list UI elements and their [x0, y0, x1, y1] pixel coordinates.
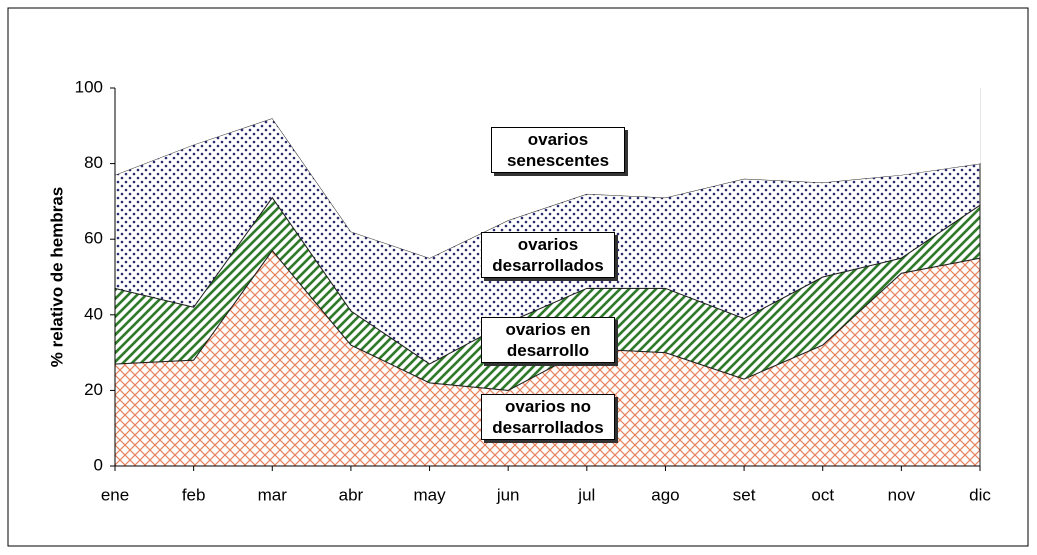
- x-tick-label: may: [413, 485, 446, 504]
- y-tick-label: 80: [84, 153, 103, 172]
- y-axis-title: % relativo de hembras: [47, 187, 66, 367]
- x-tick-label: feb: [182, 485, 206, 504]
- series-label: ovarios no desarrollados: [481, 394, 615, 440]
- series-label: ovarios en desarrollo: [481, 317, 615, 363]
- y-tick-label: 40: [84, 304, 103, 323]
- y-tick-label: 20: [84, 380, 103, 399]
- area: [115, 88, 980, 259]
- y-tick-label: 100: [75, 77, 103, 96]
- x-tick-label: ene: [101, 485, 129, 504]
- series-label: ovarios desarrollados: [481, 232, 615, 278]
- x-tick-label: ago: [651, 485, 679, 504]
- y-tick-label: 0: [94, 455, 103, 474]
- x-tick-label: set: [733, 485, 756, 504]
- y-tick-label: 60: [84, 229, 103, 248]
- x-tick-label: mar: [258, 485, 288, 504]
- x-tick-label: abr: [339, 485, 364, 504]
- x-tick-label: nov: [888, 485, 916, 504]
- x-tick-label: dic: [969, 485, 991, 504]
- x-tick-label: jun: [496, 485, 520, 504]
- series-label: ovarios senescentes: [491, 127, 625, 173]
- frame: [7, 7, 1029, 547]
- x-tick-label: jul: [577, 485, 595, 504]
- x-tick-label: oct: [811, 485, 834, 504]
